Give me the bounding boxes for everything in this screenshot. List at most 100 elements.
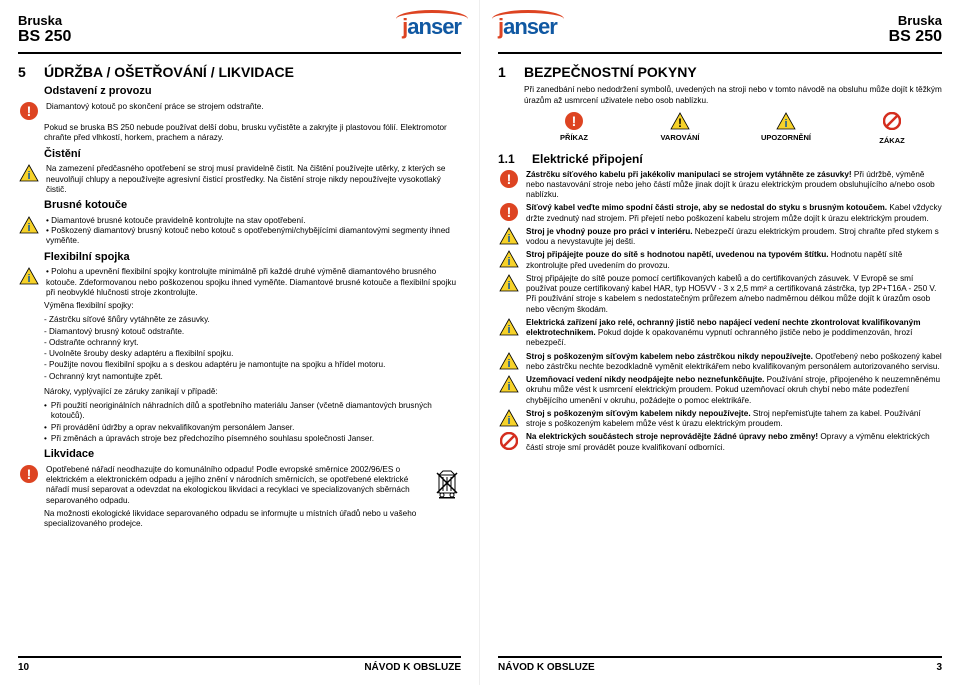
para-cleaning: i Na zamezení předčasného opotřebení se … [18,164,461,195]
subsection-number: 1.1 [498,152,522,167]
bullet-text: Polohu a upevnění flexibilní spojky kont… [46,267,456,297]
legend-prohibit: ZÁKAZ [842,112,942,146]
coupling-replace-lead: Výměna flexibilní spojky: [44,301,461,311]
safety-item: i Stroj s poškozeným síťovým kabelem nebo… [498,352,942,373]
list-item: Při použití neoriginálních náhradních dí… [44,401,461,422]
safety-item: i Uzemňovací vedení nikdy neodpájejte neb… [498,375,942,406]
safety-item: !Síťový kabel veďte mimo spodní části st… [498,203,942,224]
subsection-title: Elektrické připojení [532,152,643,167]
dash-item: - Diamantový brusný kotouč odstraňte. [44,327,461,337]
brand-logo: janser [402,14,461,40]
safety-item: iElektrická zařízení jako relé, ochranný… [498,318,942,349]
warn-info-icon: i [499,352,519,370]
safety-text: Stroj je vhodný pouze pro práci v interi… [526,227,942,248]
disposal-info: Na možnosti ekologické likvidace separov… [44,509,461,530]
bullet: • Poškozený diamantový brusný kotouč neb… [46,226,461,247]
subsection-heading: 1.1 Elektrické připojení [498,152,942,167]
legend-warning: ! VAROVÁNÍ [630,112,730,146]
disposal-para: ! Opotřebené nářadí neodhazujte do komun… [18,465,461,506]
safety-item: i Stroj s poškozeným síťovým kabelem nikd… [498,409,942,430]
safety-item: ! Zástrčku síťového kabelu při jakékoliv … [498,170,942,201]
subhead-shutdown: Odstavení z provozu [44,85,461,99]
header-left: Bruska BS 250 janser [18,14,461,54]
dash-item: - Zástrčku síťové šňůry vytáhněte ze zás… [44,315,461,325]
command-icon: ! [500,203,518,221]
section-title: BEZPEČNOSTNÍ POKYNY [524,64,697,82]
warranty-list: Při použití neoriginálních náhradních dí… [44,401,461,444]
section-number: 1 [498,64,514,82]
subhead-cleaning: Čistění [44,148,461,162]
para-text: Diamantový kotouč po skončení práce se s… [46,102,461,112]
safety-item: Na elektrických součástech stroje neprov… [498,432,942,453]
svg-text:i: i [507,233,510,245]
page-number: 10 [18,662,29,673]
dash-item: - Použijte novou flexibilní spojku a s d… [44,360,461,370]
section-title: ÚDRŽBA / OŠETŘOVÁNÍ / LIKVIDACE [44,64,294,82]
command-icon: ! [565,112,583,130]
subhead-disposal: Likvidace [44,448,461,462]
safety-item: iStroj připájejte do sítě pouze pomocí c… [498,274,942,315]
warranty-lead: Nároky, vyplývající ze záruky zanikají v… [44,387,461,397]
footer-left: 10 NÁVOD K OBSLUZE [18,656,461,673]
left-page: Bruska BS 250 janser 5 ÚDRŽBA / OŠETŘOVÁ… [0,0,480,685]
safety-text: Zástrčku síťového kabelu při jakékoliv m… [526,170,942,201]
safety-text: Uzemňovací vedení nikdy neodpájejte nebo… [526,375,942,406]
warn-info-icon: i [499,318,519,336]
svg-text:i: i [507,280,510,292]
right-page: janser Bruska BS 250 1 BEZPEČNOSTNÍ POKY… [480,0,960,685]
para-storage: Pokud se bruska BS 250 nebude používat d… [44,123,461,144]
svg-text:i: i [507,358,510,370]
warn-info-icon: i [776,112,796,130]
svg-text:i: i [27,170,30,182]
bullet-text: Diamantové brusné kotouče pravidelně kon… [51,216,305,225]
svg-text:i: i [27,222,30,234]
left-content: 5 ÚDRŽBA / OŠETŘOVÁNÍ / LIKVIDACE Odstav… [18,64,461,656]
safety-text: Stroj s poškozeným síťovým kabelem nikdy… [526,409,942,430]
section-heading: 1 BEZPEČNOSTNÍ POKYNY [498,64,942,82]
safety-text: Stroj připájejte pouze do sítě s hodnoto… [526,250,942,271]
bullet-text: Poškozený diamantový brusný kotouč nebo … [46,226,450,245]
disc-bullets: i • Diamantové brusné kotouče pravidelně… [18,216,461,247]
command-icon: ! [20,102,38,120]
two-page-spread: Bruska BS 250 janser 5 ÚDRŽBA / OŠETŘOVÁ… [0,0,960,685]
footer-label: NÁVOD K OBSLUZE [498,662,595,673]
legend-label: PŘÍKAZ [524,133,624,142]
warn-info-icon: i [499,274,519,292]
symbol-legend: ! PŘÍKAZ ! VAROVÁNÍ i UPOZORNĚNÍ ZÁKAZ [524,112,942,146]
para-remove-disc: ! Diamantový kotouč po skončení práce se… [18,102,461,120]
dash-item: - Ochranný kryt namontujte zpět. [44,372,461,382]
svg-text:i: i [507,324,510,336]
legend-command: ! PŘÍKAZ [524,112,624,146]
svg-text:i: i [507,256,510,268]
command-icon: ! [500,170,518,188]
svg-text:i: i [784,118,787,130]
svg-text:i: i [507,415,510,427]
warn-info-icon: i [499,409,519,427]
prohibit-icon [500,432,518,453]
prohibit-icon [883,112,901,133]
subhead-coupling: Flexibilní spojka [44,251,461,265]
product-line2: BS 250 [889,28,942,46]
dash-item: - Uvolněte šrouby desky adaptéru a flexi… [44,349,461,359]
weee-icon [433,465,461,499]
svg-text:i: i [27,273,30,285]
intro-para: Při zanedbání nebo nedodržení symbolů, u… [524,85,942,106]
para-text: Na zamezení předčasného opotřebení se st… [46,164,461,195]
right-content: 1 BEZPEČNOSTNÍ POKYNY Při zanedbání nebo… [498,64,942,656]
product-line2: BS 250 [18,28,71,46]
warn-info-icon: i [19,267,39,285]
bullet: • Polohu a upevnění flexibilní spojky ko… [46,267,461,298]
command-icon: ! [20,465,38,483]
warn-info-icon: i [499,250,519,268]
dash-list: - Zástrčku síťové šňůry vytáhněte ze zás… [44,315,461,382]
warn-info-icon: i [499,375,519,393]
legend-notice: i UPOZORNĚNÍ [736,112,836,146]
safety-text: Na elektrických součástech stroje neprov… [526,432,942,453]
dash-item: - Odstraňte ochranný kryt. [44,338,461,348]
header-right: janser Bruska BS 250 [498,14,942,54]
svg-text:i: i [507,381,510,393]
safety-text: Stroj s poškozeným síťovým kabelem nebo … [526,352,942,373]
list-item: Při změnách a úpravách stroje bez předch… [44,434,461,444]
subhead-discs: Brusné kotouče [44,199,461,213]
warn-info-icon: i [19,216,39,234]
